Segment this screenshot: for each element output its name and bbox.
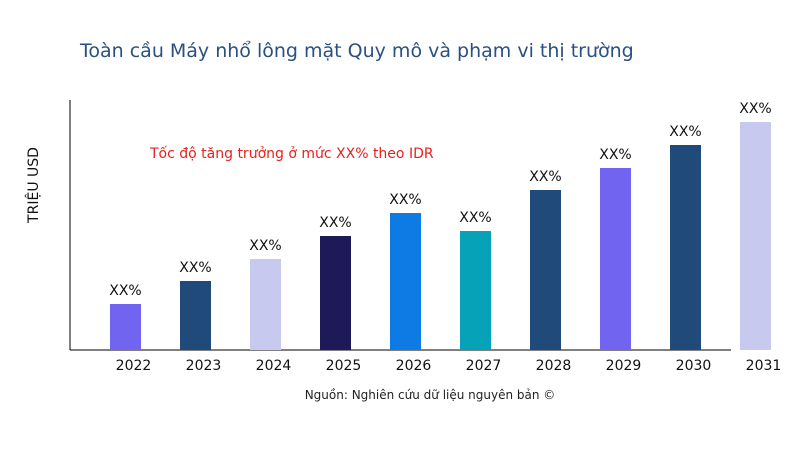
- data-label-2027: XX%: [459, 210, 491, 226]
- x-tick-label-2026: 2026: [396, 358, 432, 374]
- data-label-2025: XX%: [319, 215, 351, 231]
- x-tick-label-2024: 2024: [256, 358, 292, 374]
- data-label-2026: XX%: [389, 192, 421, 208]
- x-tick-label-2030: 2030: [676, 358, 712, 374]
- data-label-2031: XX%: [739, 101, 771, 117]
- bar-2030: [670, 145, 701, 350]
- bar-2027: [460, 231, 491, 350]
- bar-2028: [530, 190, 561, 350]
- bar-2024: [250, 259, 281, 350]
- x-tick-label-2025: 2025: [326, 358, 362, 374]
- bar-2025: [320, 236, 351, 350]
- x-tick-label-2028: 2028: [536, 358, 572, 374]
- source-note: Nguồn: Nghiên cứu dữ liệu nguyên bản ©: [304, 388, 556, 402]
- data-label-2024: XX%: [249, 238, 281, 254]
- chart-title: Toàn cầu Máy nhổ lông mặt Quy mô và phạm…: [80, 40, 634, 62]
- x-tick-label-2029: 2029: [606, 358, 642, 374]
- bar-2031: [740, 122, 771, 350]
- data-label-2030: XX%: [669, 124, 701, 140]
- x-tick-label-2027: 2027: [466, 358, 502, 374]
- data-label-2022: XX%: [109, 283, 141, 299]
- growth-annotation: Tốc độ tăng trưởng ở mức XX% theo IDR: [150, 146, 434, 162]
- x-tick-label-2031: 2031: [746, 358, 782, 374]
- data-label-2029: XX%: [599, 147, 631, 163]
- bar-2022: [110, 304, 141, 350]
- data-label-2028: XX%: [529, 169, 561, 185]
- x-tick-label-2022: 2022: [116, 358, 152, 374]
- bar-2026: [390, 213, 421, 350]
- bar-2029: [600, 168, 631, 350]
- x-tick-label-2023: 2023: [186, 358, 222, 374]
- data-label-2023: XX%: [179, 260, 211, 276]
- bar-2023: [180, 281, 211, 350]
